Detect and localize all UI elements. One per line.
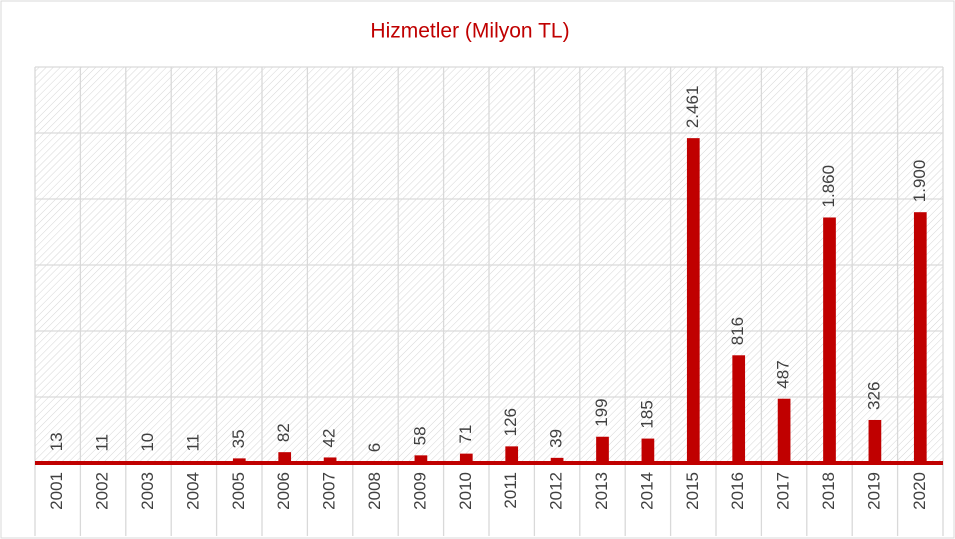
x-tick-label: 2002 <box>93 472 112 510</box>
x-tick-label: 2004 <box>183 472 202 510</box>
bar <box>777 398 791 463</box>
x-tick-label: 2014 <box>637 472 656 510</box>
bar <box>550 457 564 463</box>
x-tick-label: 2006 <box>274 472 293 510</box>
bar <box>823 217 836 463</box>
value-label: 199 <box>592 398 611 426</box>
bar <box>459 453 473 463</box>
x-tick-label: 2018 <box>819 472 838 510</box>
value-label: 42 <box>320 429 339 448</box>
value-label: 82 <box>274 423 293 442</box>
bar <box>596 436 609 463</box>
value-label: 71 <box>456 425 475 444</box>
value-label: 10 <box>138 433 157 452</box>
value-label: 1.900 <box>910 160 929 203</box>
value-label: 185 <box>637 400 656 428</box>
value-label: 126 <box>501 408 520 436</box>
bar <box>868 419 882 463</box>
x-tick-label: 2016 <box>728 472 747 510</box>
value-label: 11 <box>183 434 202 452</box>
bar <box>913 212 927 463</box>
bar <box>732 355 746 463</box>
x-tick-label: 2008 <box>365 472 384 510</box>
x-tick-label: 2009 <box>410 472 429 510</box>
value-label: 816 <box>728 317 747 345</box>
value-label: 326 <box>864 382 883 410</box>
value-label: 487 <box>774 360 793 388</box>
value-label: 58 <box>410 426 429 445</box>
bar <box>641 438 655 463</box>
x-tick-label: 2013 <box>592 472 611 510</box>
value-label: 6 <box>365 443 384 452</box>
value-label: 1.860 <box>819 165 838 208</box>
value-label: 39 <box>547 429 566 448</box>
x-tick-label: 2020 <box>910 472 929 510</box>
x-tick-label: 2015 <box>683 472 702 510</box>
value-label: 11 <box>93 434 112 452</box>
x-tick-label: 2019 <box>864 472 883 510</box>
x-tick-label: 2005 <box>229 472 248 510</box>
bar <box>505 446 519 463</box>
bar <box>323 457 337 463</box>
value-label: 35 <box>229 429 248 448</box>
x-tick-label: 2007 <box>320 472 339 510</box>
value-label: 13 <box>47 432 66 451</box>
bar <box>232 458 246 463</box>
x-tick-label: 2001 <box>47 472 66 510</box>
bar <box>414 455 428 463</box>
x-tick-label: 2012 <box>547 472 566 510</box>
chart-title: Hizmetler (Milyon TL) <box>370 20 569 43</box>
x-tick-label: 2011 <box>501 472 520 509</box>
x-tick-label: 2017 <box>774 472 793 510</box>
bar <box>686 138 700 463</box>
x-tick-label: 2003 <box>138 472 157 510</box>
x-tick-label: 2010 <box>456 472 475 510</box>
bar <box>278 452 292 463</box>
value-label: 2.461 <box>683 86 702 129</box>
